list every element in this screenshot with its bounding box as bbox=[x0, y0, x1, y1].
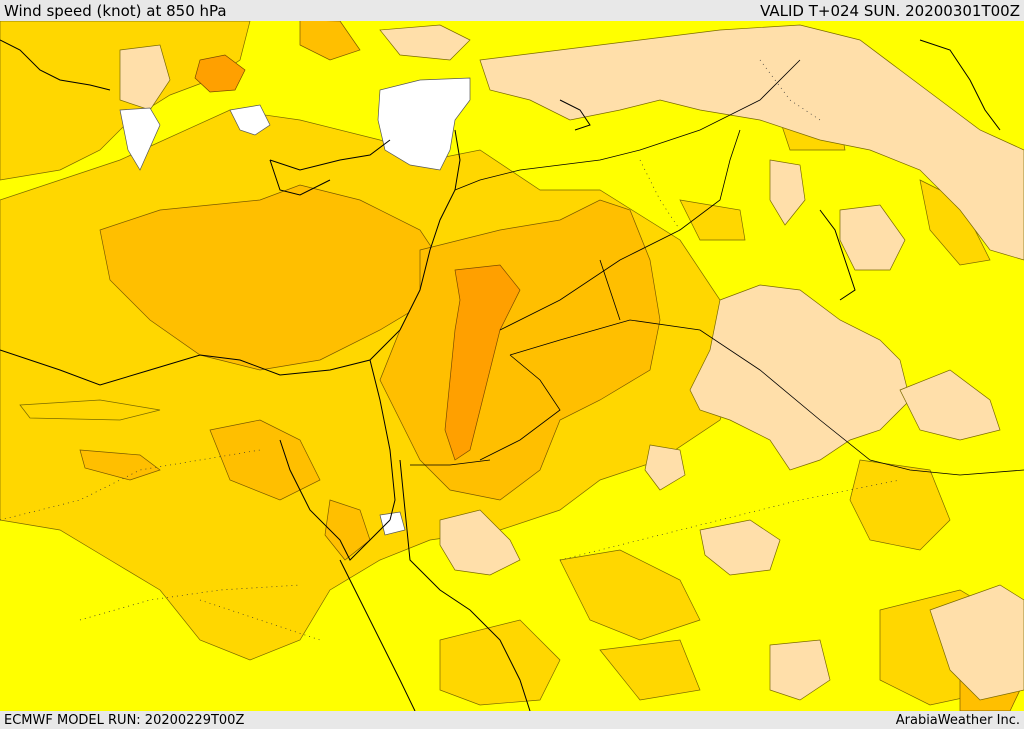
model-run: ECMWF MODEL RUN: 20200229T00Z bbox=[4, 712, 245, 728]
map-title: Wind speed (knot) at 850 hPa bbox=[4, 1, 227, 20]
coastlines bbox=[0, 39, 1001, 711]
wind-band-white bbox=[119, 77, 471, 536]
valid-time: VALID T+024 SUN. 20200301T00Z bbox=[760, 1, 1020, 20]
inner-borders bbox=[0, 59, 901, 641]
footer-bar: ECMWF MODEL RUN: 20200229T00Z ArabiaWeat… bbox=[0, 711, 1024, 729]
credit: ArabiaWeather Inc. bbox=[895, 712, 1020, 728]
wind-map bbox=[0, 21, 1024, 711]
wind-band-dark-orange bbox=[194, 54, 521, 461]
header-bar: Wind speed (knot) at 850 hPa VALID T+024… bbox=[0, 0, 1024, 21]
wind-band-peach bbox=[119, 24, 1024, 701]
